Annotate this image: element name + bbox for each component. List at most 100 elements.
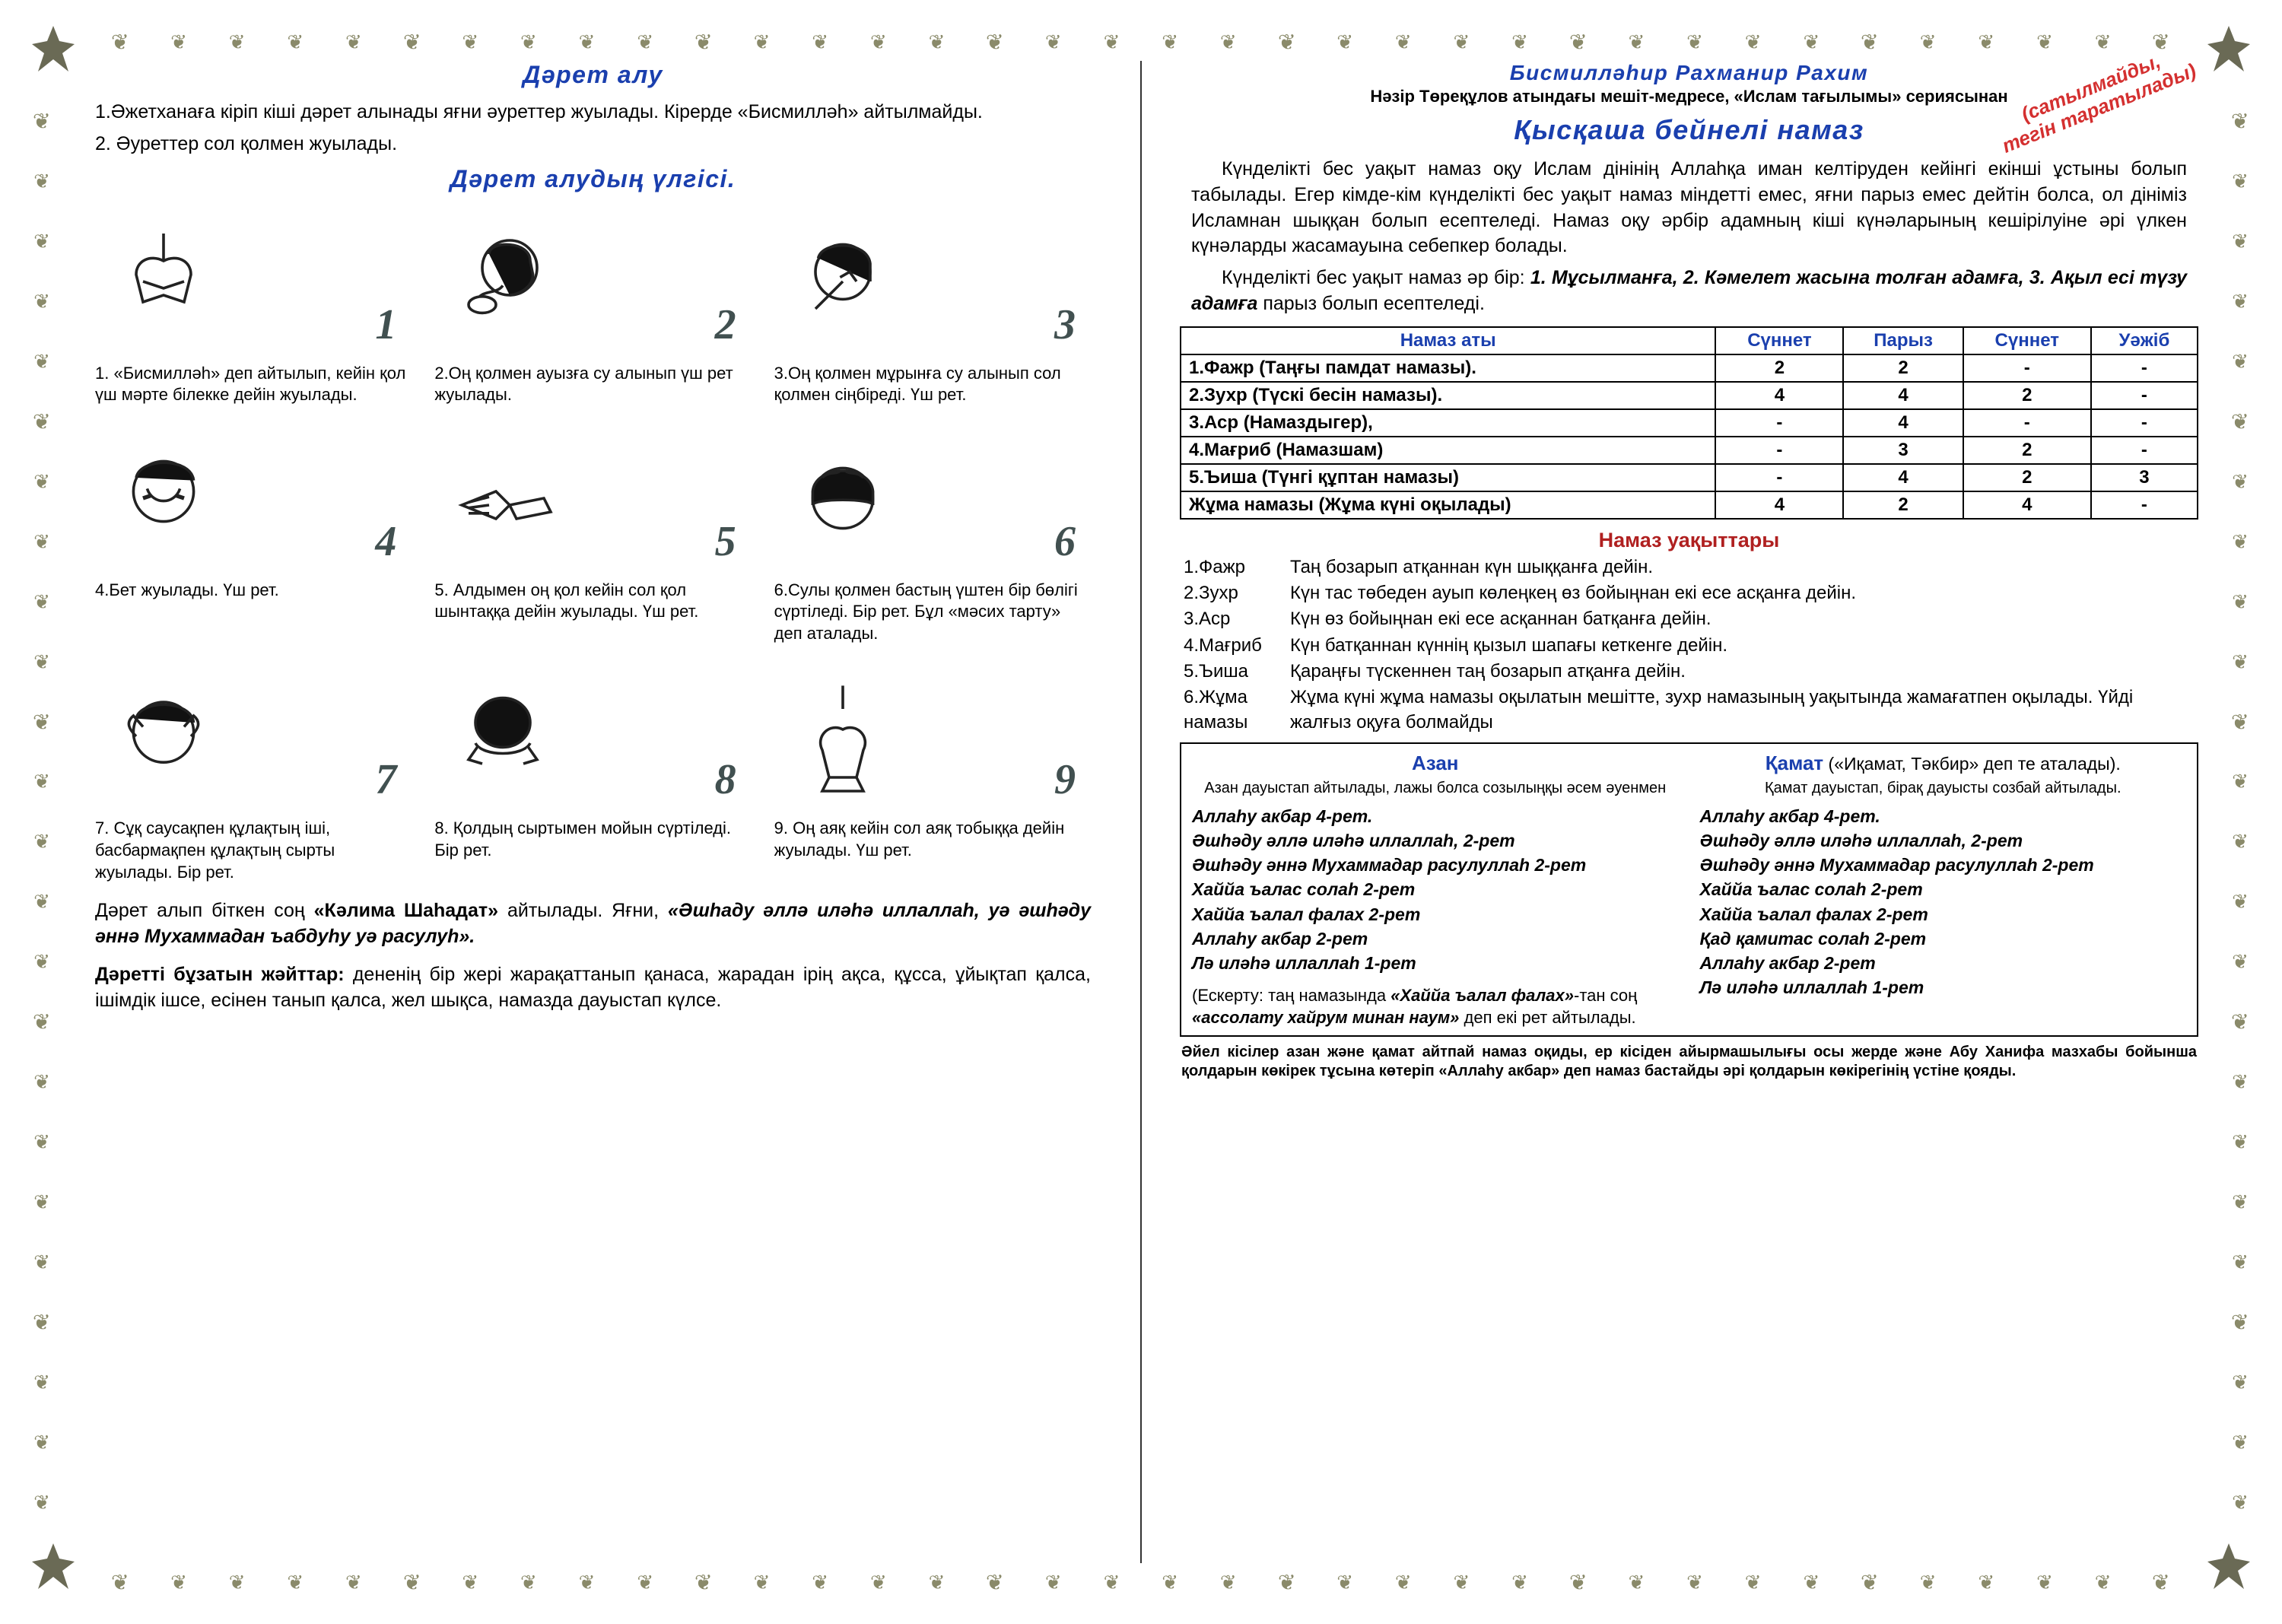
qamat-line: Аллаһу акбар 4-рет. — [1700, 805, 2187, 828]
wudu-step: 6 6.Сулы қолмен бастың үштен бір бөлігі с… — [774, 421, 1091, 645]
prayer-name-cell: 5.Ъиша (Түнгі құптан намазы) — [1181, 464, 1715, 491]
wudu-step: 77. Сұқ саусақпен құлақтың іші, басбарма… — [95, 659, 412, 883]
step-number: 5 — [715, 517, 736, 566]
prayer-value-cell: - — [1963, 354, 2091, 382]
wudu-step: 11. «Бисмилләһ» деп айтылып, кейін қол ү… — [95, 205, 412, 406]
azan-line: Әшһәду әллә иләһә иллаллаһ, 2-рет — [1192, 829, 1679, 853]
left-title-1: Дәрет алу — [76, 61, 1110, 89]
step-number: 3 — [1054, 300, 1076, 349]
table-row: 2.Зухр (Түскі бесін намазы).442- — [1181, 382, 2198, 409]
prayer-value-cell: - — [2091, 382, 2198, 409]
time-row: 1.ФажрТаң бозарып атқаннан күн шыққанға … — [1184, 555, 2195, 580]
prayer-value-cell: 2 — [1715, 354, 1843, 382]
time-desc: Жұма күні жұма намазы оқылатын мешітте, … — [1290, 685, 2195, 735]
azan-line: Аллаһу акбар 2-рет — [1192, 927, 1679, 951]
wudu-step: 4 4.Бет жуылады. Үш рет. — [95, 421, 412, 645]
qamat-line: Қад қамитас солаһ 2-рет — [1700, 927, 2187, 951]
step-text: 8. Қолдың сыртымен мойын сүртіледі. Бір … — [434, 818, 751, 861]
time-label: 6.Жұма намазы — [1184, 685, 1290, 735]
time-label: 4.Мағриб — [1184, 634, 1290, 658]
table-row: 1.Фажр (Таңғы памдат намазы).22-- — [1181, 354, 2198, 382]
azan-line: Хаййа ъалас солаһ 2-рет — [1192, 878, 1679, 901]
left-after-2: Дәретті бұзатын жәйттар: дененің бір жер… — [95, 962, 1091, 1014]
prayer-value-cell: 2 — [1963, 464, 2091, 491]
qamat-subtitle: Қамат дауыстап, бірақ дауысты созбай айт… — [1700, 778, 2187, 799]
step-number: 8 — [715, 755, 736, 804]
time-desc: Күн тас төбеден ауып көлеңкең өз бойыңна… — [1290, 581, 2195, 605]
left-intro-2: 2. Әуреттер сол қолмен жуылады. — [95, 132, 1091, 157]
step-illustration-icon — [774, 675, 911, 812]
azan-column: Азан Азан дауыстап айтылады, лажы болса … — [1181, 744, 1689, 1035]
qamat-title: Қамат («Иқамат, Тәкбир» деп те аталады). — [1700, 750, 2187, 777]
table-row: 4.Мағриб (Намазшам)-32- — [1181, 437, 2198, 464]
azan-note: (Ескерту: таң намазында «Хаййа ъалал фал… — [1192, 984, 1679, 1029]
step-number: 4 — [375, 517, 396, 566]
azan-line: Әшһәду әннә Мухаммадар расулуллаһ 2-рет — [1192, 853, 1679, 877]
right-para-2: Күнделікті бес уақыт намаз әр бір: 1. Мұ… — [1191, 265, 2187, 317]
azan-title: Азан — [1192, 750, 1679, 777]
left-after-1: Дәрет алып біткен соң «Кәлима Шаһадат» а… — [95, 898, 1091, 950]
step-number: 1 — [375, 300, 396, 349]
wudu-step: 22.Оң қолмен ауызға су алынып үш рет жуы… — [434, 205, 751, 406]
step-illustration-icon — [774, 220, 911, 357]
step-number: 6 — [1054, 517, 1076, 566]
prayer-times-list: 1.ФажрТаң бозарып атқаннан күн шыққанға … — [1184, 555, 2195, 736]
prayer-name-cell: Жұма намазы (Жұма күні оқылады) — [1181, 491, 1715, 519]
azan-line: Лә иләһә иллаллаһ 1-рет — [1192, 952, 1679, 975]
table-header: Уәжіб — [2091, 327, 2198, 354]
step-text: 9. Оң аяқ кейін сол аяқ тобыққа дейін жу… — [774, 818, 1091, 861]
prayer-value-cell: - — [2091, 354, 2198, 382]
time-row: 2.ЗухрКүн тас төбеден ауып көлеңкең өз б… — [1184, 581, 2195, 605]
time-row: 6.Жұма намазыЖұма күні жұма намазы оқыла… — [1184, 685, 2195, 735]
wudu-step: 8 8. Қолдың сыртымен мойын сүртіледі. Бір… — [434, 659, 751, 883]
qamat-line: Хаййа ъалас солаһ 2-рет — [1700, 878, 2187, 901]
qamat-line: Хаййа ъалал фалах 2-рет — [1700, 903, 2187, 926]
time-desc: Күн батқаннан күннің қызыл шапағы кеткен… — [1290, 634, 2195, 658]
prayer-value-cell: - — [2091, 409, 2198, 437]
prayer-value-cell: 4 — [1715, 382, 1843, 409]
prayer-value-cell: 2 — [1963, 382, 2091, 409]
step-illustration-icon — [95, 675, 232, 812]
step-illustration-icon — [95, 220, 232, 357]
prayer-value-cell: - — [1715, 437, 1843, 464]
time-label: 1.Фажр — [1184, 555, 1290, 580]
wudu-step: 99. Оң аяқ кейін сол аяқ тобыққа дейін ж… — [774, 659, 1091, 883]
azan-subtitle: Азан дауыстап айтылады, лажы болса созыл… — [1192, 778, 1679, 799]
time-desc: Қараңғы түскеннен таң бозарып атқанға де… — [1290, 659, 2195, 684]
prayer-value-cell: 3 — [2091, 464, 2198, 491]
step-text: 7. Сұқ саусақпен құлақтың іші, басбармақ… — [95, 818, 412, 883]
step-illustration-icon — [774, 437, 911, 574]
step-illustration-icon — [434, 675, 571, 812]
table-row: 3.Аср (Намаздыгер),-4-- — [1181, 409, 2198, 437]
time-label: 3.Аср — [1184, 607, 1290, 631]
qamat-line: Лә иләһә иллаллаһ 1-рет — [1700, 976, 2187, 1000]
right-column: (сатылмайды,тегін таратылады) Бисмилләһи… — [1165, 53, 2206, 1571]
table-header: Сүннет — [1963, 327, 2091, 354]
prayer-value-cell: 2 — [1843, 491, 1963, 519]
prayer-name-cell: 3.Аср (Намаздыгер), — [1181, 409, 1715, 437]
prayer-name-cell: 1.Фажр (Таңғы памдат намазы). — [1181, 354, 1715, 382]
namaz-table: Намаз атыСүннетПарызСүннетУәжіб 1.Фажр (… — [1180, 326, 2198, 520]
left-intro-1: 1.Әжетханаға кіріп кіші дәрет алынады яғ… — [95, 100, 1091, 126]
left-column: Дәрет алу 1.Әжетханаға кіріп кіші дәрет … — [76, 53, 1117, 1571]
prayer-name-cell: 2.Зухр (Түскі бесін намазы). — [1181, 382, 1715, 409]
right-para-1: Күнделікті бес уақыт намаз оқу Ислам дін… — [1191, 157, 2187, 259]
time-desc: Күн өз бойыңнан екі есе асқаннан батқанғ… — [1290, 607, 2195, 631]
step-text: 6.Сулы қолмен бастың үштен бір бөлігі сү… — [774, 580, 1091, 645]
time-label: 5.Ъиша — [1184, 659, 1290, 684]
table-header: Сүннет — [1715, 327, 1843, 354]
table-header: Парыз — [1843, 327, 1963, 354]
wudu-step: 55. Алдымен оң қол кейін сол қол шынтаққ… — [434, 421, 751, 645]
qamat-column: Қамат («Иқамат, Тәкбир» деп те аталады).… — [1689, 744, 2198, 1035]
time-desc: Таң бозарып атқаннан күн шыққанға дейін. — [1290, 555, 2195, 580]
time-row: 4.МағрибКүн батқаннан күннің қызыл шапағ… — [1184, 634, 2195, 658]
prayer-value-cell: 4 — [1963, 491, 2091, 519]
times-title: Намаз уақыттары — [1172, 529, 2206, 552]
prayer-value-cell: 4 — [1843, 382, 1963, 409]
step-text: 4.Бет жуылады. Үш рет. — [95, 580, 412, 602]
prayer-value-cell: - — [1715, 464, 1843, 491]
wudu-steps-grid: 11. «Бисмилләһ» деп айтылып, кейін қол ү… — [95, 205, 1091, 884]
wudu-step: 33.Оң қолмен мұрынға су алынып сол қолме… — [774, 205, 1091, 406]
prayer-value-cell: - — [1715, 409, 1843, 437]
prayer-value-cell: - — [2091, 437, 2198, 464]
